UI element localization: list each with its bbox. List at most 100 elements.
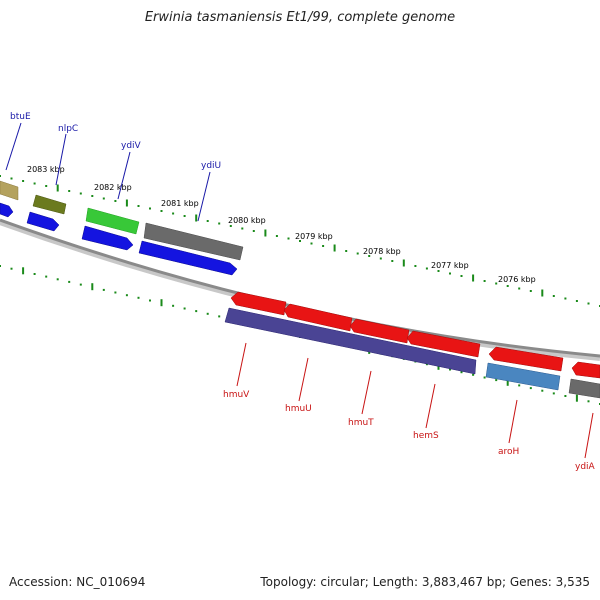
lower-ruler-minor-tick [529, 387, 532, 390]
upper-ruler-minor-tick [241, 227, 244, 230]
upper-ruler-major-tick [56, 184, 59, 192]
green-cds-feature[interactable] [85, 207, 140, 235]
red-cds-feature-hmuV[interactable] [230, 291, 287, 316]
upper-ruler-major-tick [195, 214, 198, 222]
gene-label-hmuV[interactable]: hmuV [223, 390, 250, 400]
upper-ruler-minor-tick [368, 255, 371, 257]
upper-ruler-major-tick [472, 274, 475, 282]
leader-ydiU [197, 171, 211, 222]
leader-hmuV [236, 342, 247, 387]
lower-ruler-minor-tick [0, 265, 1, 267]
leader-hmuU [298, 357, 309, 402]
tick-label-2083: 2083 kbp [27, 165, 65, 174]
gene-label-ydiU[interactable]: ydiU [201, 161, 221, 171]
upper-ruler-minor-tick [114, 200, 117, 202]
upper-ruler-minor-tick [495, 282, 498, 285]
lower-ruler-minor-tick [10, 267, 13, 270]
lower-ruler-major-tick [575, 394, 578, 402]
lower-ruler-minor-tick [218, 315, 221, 318]
gray-cds-feature-2[interactable] [568, 378, 600, 399]
upper-ruler-minor-tick [437, 270, 440, 272]
leader-ydiV [117, 151, 131, 200]
upper-tick-track [0, 175, 600, 307]
lower-ruler-minor-tick [68, 280, 71, 283]
blue-cds-feature-2[interactable] [26, 211, 60, 232]
upper-ruler-major-tick [264, 229, 267, 237]
upper-ruler-minor-tick [356, 252, 359, 255]
leader-nlpC [55, 133, 67, 186]
red-cds-feature-aroH[interactable] [488, 346, 564, 372]
lower-ruler-minor-tick [552, 392, 555, 395]
upper-ruler-minor-tick [137, 205, 140, 207]
upper-ruler-minor-tick [172, 212, 175, 215]
leader-ydiA [584, 412, 594, 459]
lower-ruler-minor-tick [518, 384, 521, 387]
upper-ruler-minor-tick [45, 185, 48, 187]
navy-cds-feature[interactable] [224, 307, 477, 375]
lower-ruler-minor-tick [460, 371, 463, 374]
blue-cds-feature-1[interactable] [0, 202, 14, 218]
gene-labels: btuE nlpC ydiV ydiU hmuV hmuU hmuT hemS … [10, 112, 596, 472]
upper-ruler-major-tick [125, 199, 128, 207]
upper-ruler-minor-tick [483, 280, 486, 282]
lower-ruler-major-tick [506, 378, 509, 386]
gray-cds-feature[interactable] [143, 222, 244, 261]
tick-label-2076: 2076 kbp [498, 275, 536, 284]
upper-ruler-minor-tick [575, 300, 578, 302]
khaki-cds-feature[interactable] [0, 180, 19, 201]
steel-cds-feature[interactable] [485, 362, 561, 391]
upper-ruler-minor-tick [449, 272, 451, 275]
lower-ruler-major-tick [22, 267, 25, 275]
label-leaders [5, 122, 594, 459]
upper-ruler-minor-tick [218, 222, 221, 225]
red-cds-feature-hemS[interactable] [406, 330, 481, 358]
red-cds-feature-ydiA[interactable] [571, 361, 600, 379]
upper-ruler-minor-tick [299, 240, 301, 242]
leader-aroH [508, 399, 518, 444]
upper-ruler-minor-tick [149, 207, 151, 210]
upper-ruler-minor-tick [425, 267, 428, 270]
lower-ruler-minor-tick [56, 278, 59, 281]
reverse-strand-features [224, 291, 600, 399]
gene-label-ydiV[interactable]: ydiV [121, 141, 142, 151]
blue-cds-feature-4[interactable] [138, 240, 238, 276]
upper-ruler-minor-tick [252, 230, 255, 232]
gene-label-btuE[interactable]: btuE [10, 112, 31, 122]
gene-label-hmuT[interactable]: hmuT [348, 418, 374, 428]
upper-ruler-minor-tick [379, 257, 382, 260]
gene-label-ydiA[interactable]: ydiA [575, 462, 596, 472]
lower-ruler-minor-tick [172, 304, 175, 307]
gene-label-hemS[interactable]: hemS [413, 431, 439, 441]
upper-ruler-minor-tick [68, 190, 71, 192]
lower-ruler-minor-tick [114, 291, 117, 294]
leader-hmuT [361, 370, 372, 415]
upper-ruler-minor-tick [91, 195, 94, 197]
gene-label-nlpC[interactable]: nlpC [58, 124, 78, 134]
upper-ruler-minor-tick [160, 210, 163, 212]
lower-ruler-minor-tick [102, 288, 105, 291]
red-cds-feature-hmuU[interactable] [283, 303, 353, 332]
gene-label-hmuU[interactable]: hmuU [285, 404, 312, 414]
gene-label-aroH[interactable]: aroH [498, 447, 519, 457]
red-cds-feature-hmuT[interactable] [349, 318, 410, 344]
ruler-labels: 2083 kbp 2082 kbp 2081 kbp 2080 kbp 2079… [27, 165, 536, 284]
upper-ruler-minor-tick [506, 285, 509, 287]
upper-ruler-minor-tick [275, 235, 278, 237]
leader-btuE [5, 122, 22, 171]
map-title: Erwinia tasmaniensis Et1/99, complete ge… [144, 10, 456, 25]
lower-ruler-minor-tick [79, 283, 82, 286]
upper-ruler-minor-tick [460, 275, 463, 277]
lower-ruler-minor-tick [137, 296, 140, 299]
lower-ruler-minor-tick [483, 376, 486, 379]
upper-ruler-minor-tick [564, 297, 567, 300]
upper-ruler-minor-tick [79, 192, 82, 195]
blue-cds-feature-3[interactable] [81, 225, 134, 251]
olive-cds-feature[interactable] [32, 194, 67, 215]
upper-ruler-minor-tick [10, 177, 13, 180]
upper-ruler-minor-tick [518, 287, 521, 290]
upper-ruler-minor-tick [33, 182, 36, 185]
tick-label-2080: 2080 kbp [228, 216, 266, 225]
lower-ruler-minor-tick [45, 275, 48, 278]
forward-strand-features [0, 180, 244, 276]
